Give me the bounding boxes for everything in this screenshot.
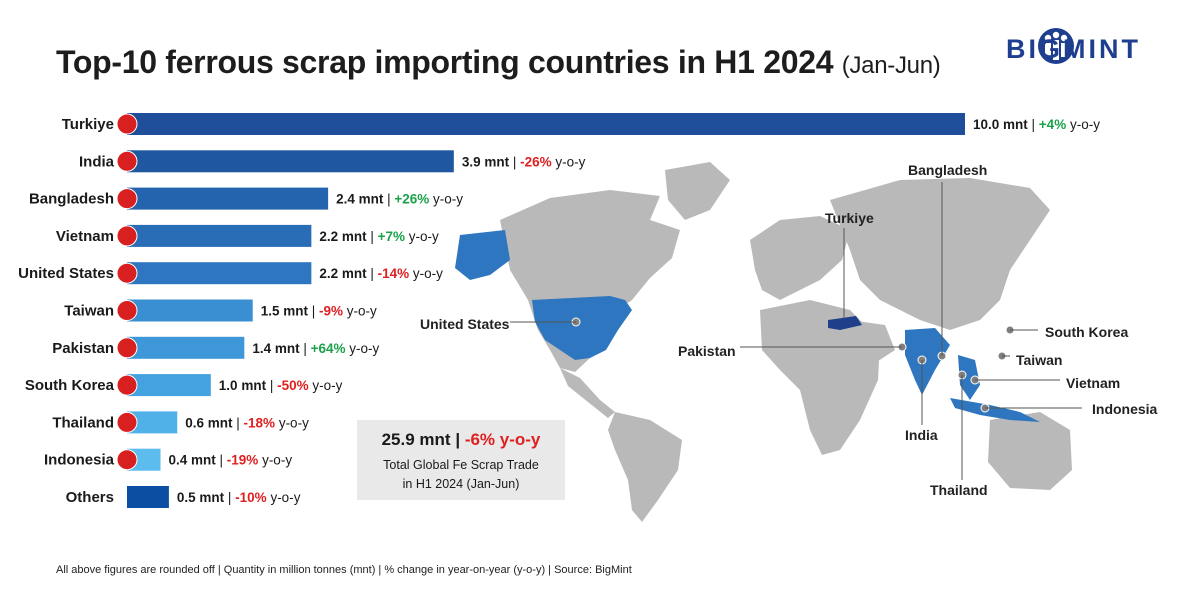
total-value: 25.9 mnt: [381, 430, 451, 449]
category-label: Turkiye: [62, 116, 114, 133]
bar: [127, 113, 965, 135]
data-label: 1.4 mnt | +64% y-o-y: [252, 341, 379, 356]
chart-title-main: Top-10 ferrous scrap importing countries…: [56, 44, 834, 80]
map-label-thailand: Thailand: [930, 482, 988, 498]
map-alaska: [455, 230, 510, 280]
map-label-indonesia: Indonesia: [1092, 401, 1158, 417]
category-label: Pakistan: [52, 340, 114, 357]
category-label: Thailand: [52, 414, 114, 431]
bar: [127, 150, 454, 173]
map-southeast-asia: [958, 355, 980, 400]
map-greenland: [665, 162, 730, 220]
total-caption-line1: Total Global Fe Scrap Trade: [383, 458, 539, 472]
chart-title: Top-10 ferrous scrap importing countries…: [56, 44, 941, 81]
map-south-america: [608, 412, 682, 522]
flag-icon: [116, 337, 138, 359]
data-label: 0.6 mnt | -18% y-o-y: [185, 415, 309, 430]
map-label-vietnam: Vietnam: [1066, 375, 1121, 391]
data-label: 3.9 mnt | -26% y-o-y: [462, 154, 586, 169]
category-label: United States: [18, 265, 114, 282]
bar: [127, 299, 253, 322]
map-label-pakistan: Pakistan: [678, 343, 736, 359]
map-label-turkiye: Turkiye: [825, 210, 874, 226]
flag-icon: [116, 188, 138, 210]
map-label-india: India: [905, 427, 938, 443]
total-caption-line2: in H1 2024 (Jan-Jun): [402, 477, 520, 491]
data-label: 0.4 mnt | -19% y-o-y: [169, 453, 293, 468]
map-india: [905, 328, 950, 395]
total-summary-caption: Total Global Fe Scrap Trade in H1 2024 (…: [357, 456, 565, 494]
map-arabia: [850, 320, 895, 365]
bar: [127, 374, 211, 397]
bar: [127, 187, 329, 210]
category-label: Taiwan: [64, 303, 114, 320]
bar: [127, 336, 245, 359]
world-map: [455, 162, 1082, 522]
data-label: 1.0 mnt | -50% y-o-y: [219, 378, 343, 393]
chart-title-sub: (Jan-Jun): [841, 52, 941, 79]
bigmint-logo: [1038, 28, 1074, 64]
total-summary-box: 25.9 mnt | -6% y-o-y Total Global Fe Scr…: [357, 420, 565, 500]
total-summary-headline: 25.9 mnt | -6% y-o-y: [357, 430, 565, 450]
category-label: South Korea: [25, 377, 115, 394]
total-separator: |: [455, 430, 461, 449]
data-label: 2.2 mnt | +7% y-o-y: [319, 229, 439, 244]
data-label: 2.4 mnt | +26% y-o-y: [336, 192, 463, 207]
flag-icon: [116, 300, 138, 321]
data-label: 1.5 mnt | -9% y-o-y: [261, 304, 377, 319]
bar: [127, 486, 169, 508]
map-asia: [830, 178, 1050, 330]
category-label: India: [79, 153, 115, 170]
category-label: Bangladesh: [29, 191, 114, 208]
flag-icon: [116, 150, 138, 172]
total-change: -6% y-o-y: [464, 430, 541, 449]
bar: [127, 411, 178, 434]
data-label: 0.5 mnt | -10% y-o-y: [177, 490, 301, 505]
flag-icon: [116, 262, 138, 284]
category-label: Others: [66, 489, 114, 506]
map-central-america: [560, 368, 615, 418]
map-label-united-states: United States: [420, 316, 510, 332]
flag-icon: [116, 449, 138, 471]
flag-icon: [116, 113, 138, 135]
category-label: Indonesia: [44, 452, 115, 469]
category-label: Vietnam: [56, 228, 114, 245]
map-africa: [760, 300, 880, 455]
map-united-states: [532, 296, 632, 360]
data-label: 2.2 mnt | -14% y-o-y: [319, 266, 443, 281]
map-label-taiwan: Taiwan: [1016, 352, 1063, 368]
map-label-south-korea: South Korea: [1045, 324, 1129, 340]
brand-name: BIGMINT: [1006, 34, 1141, 64]
data-label: 10.0 mnt | +4% y-o-y: [973, 117, 1100, 132]
footnote: All above figures are rounded off | Quan…: [56, 564, 632, 576]
flag-icon: [116, 225, 138, 247]
flag-icon: [116, 374, 138, 396]
bar: [127, 262, 312, 285]
bar: [127, 224, 312, 247]
flag-icon: [116, 411, 138, 433]
map-label-bangladesh: Bangladesh: [908, 162, 988, 178]
map-indonesia: [950, 398, 1040, 422]
map-europe: [750, 216, 850, 300]
map-turkiye: [828, 316, 862, 330]
map-australia: [988, 412, 1072, 490]
